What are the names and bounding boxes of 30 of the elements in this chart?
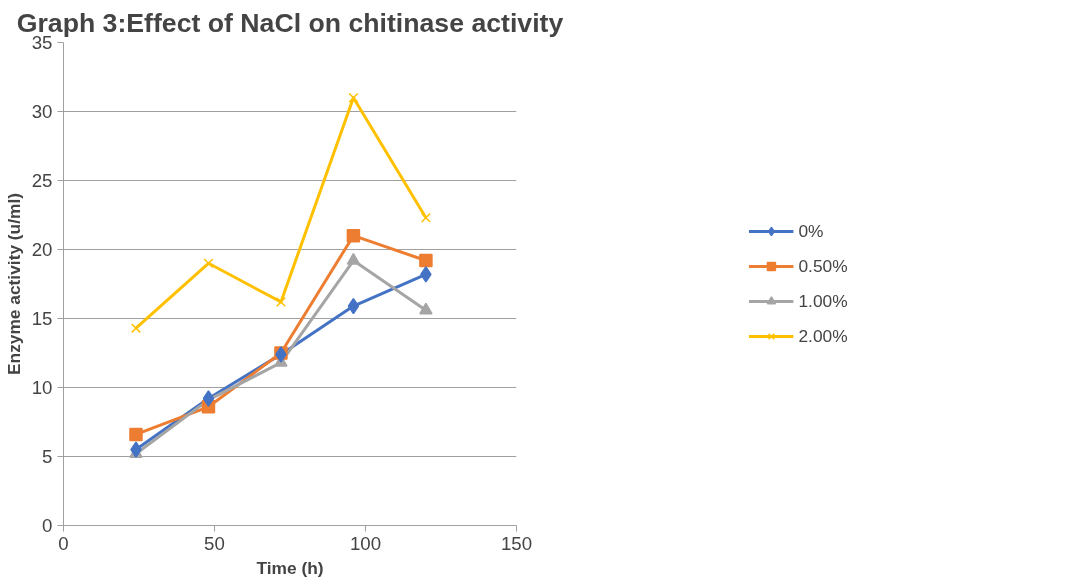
point: [346, 252, 361, 265]
y-tick-label: 15: [31, 308, 53, 329]
point: [347, 297, 360, 315]
legend-label: 0%: [798, 220, 824, 242]
legend-label: 2.00%: [798, 325, 848, 347]
x-tick-label: 100: [349, 532, 382, 554]
y-axis-title: Enzyme activity (u/ml): [3, 193, 24, 375]
point: [420, 266, 432, 283]
x-tick-label: 0: [58, 532, 69, 554]
y-tick-label: 10: [31, 377, 53, 398]
x-tick-label: 50: [204, 532, 225, 554]
y-tick-label: 0: [42, 515, 53, 536]
x-tick-label: 150: [500, 532, 533, 554]
legend-label: 0.50%: [798, 255, 848, 277]
point: [348, 92, 359, 103]
y-tick-label: 5: [42, 446, 53, 467]
point: [130, 441, 142, 458]
legend-label: 1.00%: [798, 290, 848, 312]
point: [129, 427, 143, 442]
point: [346, 228, 361, 243]
point: [419, 253, 433, 268]
point: [203, 258, 214, 269]
point: [420, 212, 431, 223]
y-tick-label: 20: [31, 239, 53, 260]
x-axis-title: Time (h): [256, 557, 324, 578]
point: [130, 323, 141, 334]
point: [275, 296, 286, 307]
point: [419, 302, 433, 315]
y-tick-label: 30: [31, 101, 53, 122]
y-tick-label: 25: [31, 170, 53, 191]
